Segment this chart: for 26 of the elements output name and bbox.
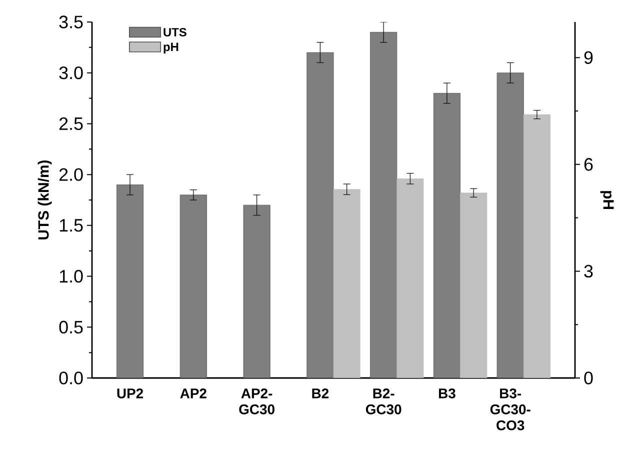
x-tick-label: B2	[312, 388, 329, 398]
bar	[243, 204, 270, 378]
x-tick-label: B3	[438, 388, 456, 398]
y-tick-label: 0.5	[59, 320, 83, 334]
y-tick-label: 2.5	[59, 117, 83, 130]
y-tick-label: 3.5	[59, 16, 83, 28]
y2-tick-label: 0	[584, 372, 593, 384]
y2-axis-title: pH	[600, 191, 614, 209]
y-tick-label: 1.0	[60, 270, 83, 283]
legend-label: pH	[164, 42, 178, 54]
y-axis-title: UTS (kN/m)	[38, 160, 52, 240]
x-tick-label: B3-GC30-CO3	[490, 388, 530, 430]
x-tick-label: UP2	[117, 388, 144, 398]
bar	[180, 194, 207, 378]
y2-tick-label: 6	[584, 158, 593, 171]
y-tick-label: 3.0	[59, 66, 83, 80]
y-tick-label: 0.0	[59, 372, 83, 384]
legend-label: UTS	[164, 28, 186, 36]
y-tick-label: 2.0	[59, 168, 83, 181]
y2-tick-label: 3	[584, 264, 593, 278]
x-tick-label: AP2-GC30	[239, 388, 274, 414]
y2-tick-label: 9	[584, 51, 593, 64]
x-tick-label: AP2	[180, 388, 206, 398]
bar	[116, 184, 144, 378]
x-tick-label: B2-GC30	[366, 388, 402, 414]
y-tick-label: 1.5	[60, 219, 83, 232]
